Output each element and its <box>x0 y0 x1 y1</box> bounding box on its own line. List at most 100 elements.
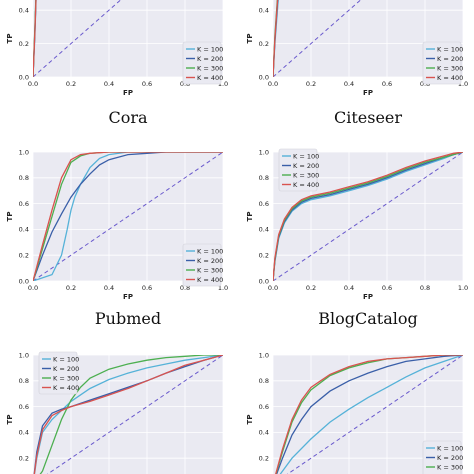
legend-label: K = 400 <box>437 74 463 82</box>
x-tick-label: 0.8 <box>180 284 190 292</box>
x-tick-label: 0.8 <box>420 284 430 292</box>
series-line-k300 <box>33 152 223 281</box>
x-tick-label: 0.0 <box>28 284 38 292</box>
legend-label: K = 300 <box>197 266 223 274</box>
y-tick-label: 0.2 <box>19 252 29 260</box>
legend-label: K = 200 <box>437 55 463 63</box>
y-tick-label: 0.8 <box>259 174 269 182</box>
legend-label: K = 300 <box>437 64 463 72</box>
x-tick-label: 0.4 <box>104 284 114 292</box>
legend-label: K = 100 <box>437 444 463 452</box>
series-line-k100 <box>279 355 463 474</box>
x-tick-label: 0.0 <box>28 80 38 88</box>
y-tick-label: 0.4 <box>19 429 29 437</box>
y-tick-label: 0.8 <box>259 377 269 385</box>
y-tick-label: 0.2 <box>259 455 269 463</box>
legend-label: K = 200 <box>293 162 319 170</box>
roc-panel-2: 0.0 0.2 0.4 0.6 0.8 1.0 0.0 0.2 0.4 0.6 0.8 1.0 FP TP… <box>6 148 228 328</box>
y-tick-label: 0.0 <box>259 277 269 285</box>
y-tick-label: 0.4 <box>19 226 29 234</box>
x-tick-label: 0.4 <box>344 284 354 292</box>
chance-diagonal <box>33 0 122 77</box>
chance-diagonal <box>46 355 223 474</box>
series-line-k200 <box>275 355 463 474</box>
x-tick-label: 0.4 <box>104 80 114 88</box>
y-tick-label: 0.4 <box>259 7 269 15</box>
y-tick-label: 0.2 <box>19 455 29 463</box>
y-axis-label: TP <box>6 415 14 425</box>
legend-box <box>182 41 222 85</box>
x-tick-label: 1.0 <box>218 284 228 292</box>
series-line-k400 <box>273 0 279 77</box>
series-line-k400 <box>273 152 463 281</box>
y-tick-label: 0.0 <box>19 73 29 81</box>
x-axis-label: FP <box>123 89 133 97</box>
legend-label: K = 100 <box>197 45 223 53</box>
panel-caption: Cora <box>108 108 148 127</box>
roc-panel-3: 0.0 0.2 0.4 0.6 0.8 1.0 0.0 0.2 0.4 0.6 0.8 1.0 FP TP… <box>246 148 468 328</box>
legend-label: K = 300 <box>437 463 463 471</box>
x-tick-label: 0.2 <box>306 284 316 292</box>
y-axis-label: TP <box>6 212 14 222</box>
y-tick-label: 0.0 <box>19 277 29 285</box>
y-tick-label: 0.4 <box>19 7 29 15</box>
panel-caption: BlogCatalog <box>318 309 418 328</box>
series-line-k400 <box>33 0 37 77</box>
legend-box <box>278 148 318 192</box>
legend-label: K = 200 <box>53 365 79 373</box>
legend-label: K = 400 <box>53 384 79 392</box>
legend-label: K = 200 <box>197 257 223 265</box>
x-tick-label: 0.0 <box>268 284 278 292</box>
y-tick-label: 0.2 <box>259 40 269 48</box>
x-axis-label: FP <box>363 293 373 301</box>
chance-diagonal <box>286 355 463 474</box>
legend-label: K = 200 <box>437 454 463 462</box>
x-axis-label: FP <box>123 293 133 301</box>
y-tick-label: 0.6 <box>19 200 29 208</box>
legend-label: K = 300 <box>197 64 223 72</box>
legend-box <box>422 41 462 85</box>
y-axis-label: TP <box>246 212 254 222</box>
x-tick-label: 0.6 <box>382 80 392 88</box>
series-line-k200 <box>33 152 223 281</box>
y-axis-label: TP <box>246 34 254 44</box>
x-tick-label: 0.0 <box>268 80 278 88</box>
legend-label: K = 200 <box>197 55 223 63</box>
legend-label: K = 300 <box>293 171 319 179</box>
legend-label: K = 300 <box>53 374 79 382</box>
x-tick-label: 0.2 <box>66 284 76 292</box>
x-tick-label: 0.6 <box>382 284 392 292</box>
legend-label: K = 100 <box>293 152 319 160</box>
legend-box <box>422 440 462 474</box>
x-tick-label: 1.0 <box>458 80 468 88</box>
y-tick-label: 0.6 <box>259 403 269 411</box>
y-tick-label: 1.0 <box>259 351 269 359</box>
roc-panel-1: 0.00.20.40.60.81.00.00.20.40.60.81.0FPTP… <box>246 0 468 127</box>
legend-label: K = 400 <box>293 181 319 189</box>
y-tick-label: 0.2 <box>19 40 29 48</box>
y-axis-label: TP <box>246 415 254 425</box>
legend-label: K = 400 <box>197 74 223 82</box>
y-tick-label: 1.0 <box>259 148 269 156</box>
y-tick-label: 1.0 <box>19 351 29 359</box>
series-line-k100 <box>33 355 223 474</box>
x-tick-label: 0.6 <box>142 80 152 88</box>
x-tick-label: 0.2 <box>66 80 76 88</box>
panel-caption: Citeseer <box>334 108 402 127</box>
x-axis-label: FP <box>363 89 373 97</box>
y-tick-label: 0.2 <box>259 252 269 260</box>
roc-panel-0: 0.00.20.40.60.81.00.00.20.40.60.81.0FPTP… <box>6 0 228 127</box>
y-tick-label: 0.6 <box>19 403 29 411</box>
x-tick-label: 1.0 <box>458 284 468 292</box>
x-tick-label: 0.4 <box>344 80 354 88</box>
y-tick-label: 0.4 <box>259 226 269 234</box>
series-line-k300 <box>39 355 223 474</box>
y-tick-label: 0.8 <box>19 174 29 182</box>
legend-label: K = 400 <box>197 276 223 284</box>
